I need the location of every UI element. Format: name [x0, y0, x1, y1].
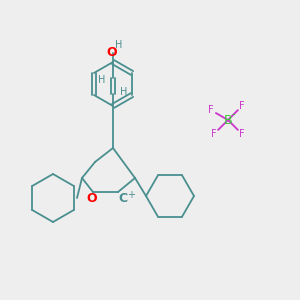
- Text: -: -: [231, 109, 235, 119]
- Text: H: H: [115, 40, 123, 50]
- Text: O: O: [87, 193, 97, 206]
- Text: F: F: [208, 105, 214, 115]
- Text: O: O: [107, 46, 117, 59]
- Text: C: C: [118, 193, 127, 206]
- Text: F: F: [212, 129, 217, 139]
- Text: H: H: [98, 75, 106, 85]
- Text: H: H: [120, 87, 128, 97]
- Text: B: B: [224, 113, 232, 127]
- Text: F: F: [239, 129, 244, 139]
- Text: F: F: [239, 101, 244, 111]
- Text: +: +: [127, 190, 135, 200]
